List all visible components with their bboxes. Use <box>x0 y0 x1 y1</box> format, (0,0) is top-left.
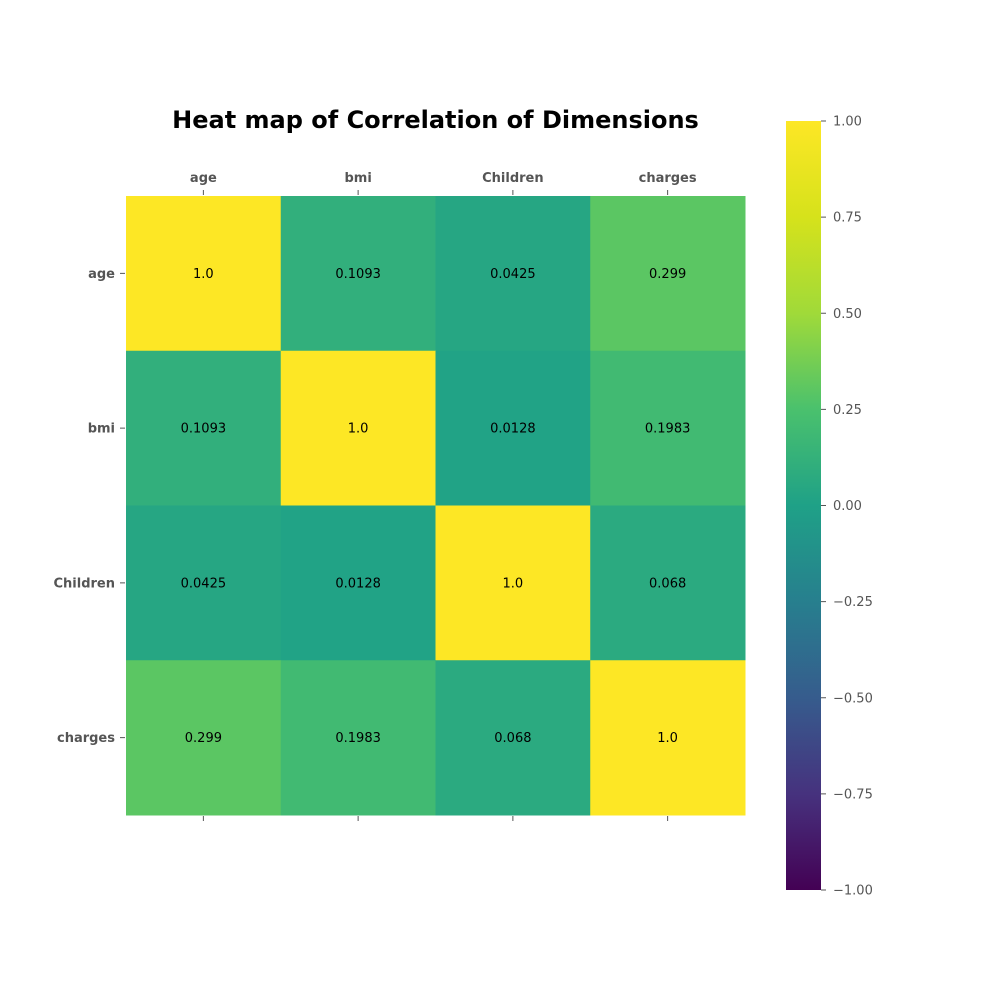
cell-value-label: 0.1983 <box>335 731 381 746</box>
cell-value-label: 0.068 <box>649 576 686 591</box>
cell-value-label: 1.0 <box>503 576 524 591</box>
colorbar-tick-label: −0.25 <box>833 595 873 610</box>
colorbar <box>786 121 821 890</box>
x-tick-label: age <box>190 171 217 186</box>
cell-value-label: 0.1093 <box>335 267 381 282</box>
y-tick-label: bmi <box>88 422 115 437</box>
cell-value-label: 0.0425 <box>490 267 536 282</box>
heatmap-cell <box>280 196 436 352</box>
colorbar-tick-label: 0.25 <box>833 403 862 418</box>
chart-title: Heat map of Correlation of Dimensions <box>172 106 699 134</box>
heatmap-cells: 1.0 0.1093 0.0425 0.299 0.1093 1.0 0.0128 0.198… <box>126 196 746 816</box>
heatmap-cell <box>590 505 746 661</box>
heatmap-cell <box>126 505 282 661</box>
heatmap-cell <box>590 350 746 506</box>
colorbar-tick-label: 0.50 <box>833 307 862 322</box>
heatmap-cell <box>590 660 746 816</box>
y-axis-ticks: age bmi Children charges <box>54 267 125 746</box>
cell-value-label: 0.0128 <box>490 422 536 437</box>
cell-value-label: 1.0 <box>348 422 369 437</box>
heatmap-cell <box>126 660 282 816</box>
cell-value-label: 0.299 <box>185 731 222 746</box>
cell-value-label: 0.068 <box>494 731 531 746</box>
cell-value-label: 0.299 <box>649 267 686 282</box>
x-tick-label: Children <box>482 171 544 186</box>
y-tick-label: Children <box>54 576 116 591</box>
heatmap-cell <box>590 196 746 352</box>
x-tick-label: bmi <box>344 171 371 186</box>
cell-value-label: 1.0 <box>193 267 214 282</box>
colorbar-tick-label: 0.75 <box>833 211 862 226</box>
cell-value-label: 0.0128 <box>335 576 381 591</box>
colorbar-ticks: 1.00 0.75 0.50 0.25 0.00 −0.25 −0.50 −0.75 −1.00 <box>821 115 873 899</box>
heatmap-cell <box>126 350 282 506</box>
y-tick-label: charges <box>57 731 115 746</box>
cell-value-label: 0.0425 <box>181 576 227 591</box>
colorbar-tick-label: −0.50 <box>833 691 873 706</box>
x-tick-label: charges <box>639 171 697 186</box>
heatmap-cell <box>280 350 436 506</box>
x-axis-ticks: age bmi Children charges <box>190 171 697 821</box>
colorbar-tick-label: 1.00 <box>833 115 862 130</box>
heatmap-cell <box>126 196 282 352</box>
y-tick-label: age <box>88 267 115 282</box>
colorbar-tick-label: −1.00 <box>833 884 873 899</box>
colorbar-tick-label: 0.00 <box>833 499 862 514</box>
cell-value-label: 0.1983 <box>645 422 691 437</box>
heatmap-cell <box>280 505 436 661</box>
heatmap-cell <box>280 660 436 816</box>
heatmap-cell <box>435 505 591 661</box>
heatmap-cell <box>435 660 591 816</box>
cell-value-label: 1.0 <box>657 731 678 746</box>
heatmap-cell <box>435 350 591 506</box>
colorbar-tick-label: −0.75 <box>833 787 873 802</box>
heatmap-cell <box>435 196 591 352</box>
cell-value-label: 0.1093 <box>181 422 227 437</box>
